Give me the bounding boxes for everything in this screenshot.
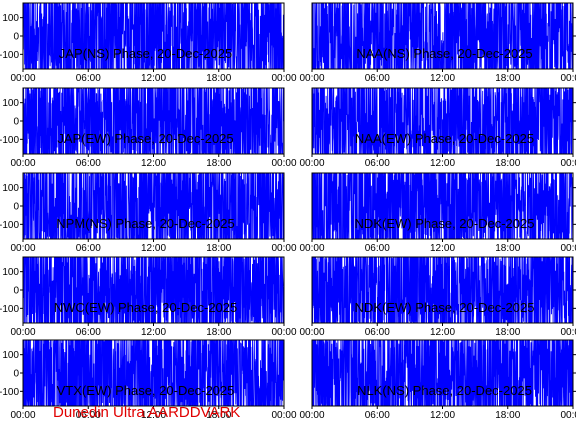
x-tick-label: 00:00 (271, 73, 296, 84)
x-tick-label: 12:00 (141, 73, 166, 84)
x-tick-label: 18:00 (206, 327, 231, 338)
x-tick-label: 00:00 (271, 158, 296, 169)
x-tick-label: 06:00 (76, 243, 101, 254)
x-tick-label: 00:00 (271, 410, 296, 421)
phase-series-line (312, 340, 573, 406)
x-tick-label: 06:00 (76, 327, 101, 338)
y-tick-label: 100 (2, 13, 19, 24)
x-tick-label: 12:00 (430, 243, 455, 254)
x-tick-label: 00:00 (271, 243, 296, 254)
x-tick-label: 06:00 (76, 410, 101, 421)
panel-title: NLK(NS) Phase, 20-Dec-2025 (357, 383, 532, 398)
x-tick-label: 00:00 (560, 158, 576, 169)
x-tick-label: 18:00 (495, 410, 520, 421)
x-tick-label: 00:00 (10, 158, 35, 169)
x-tick-label: 06:00 (365, 327, 390, 338)
x-tick-label: 12:00 (141, 410, 166, 421)
panel-title: NPM(NS) Phase, 20-Dec-2025 (56, 216, 234, 231)
x-tick-label: 00:00 (299, 73, 324, 84)
phase-series-line (312, 257, 573, 323)
phase-panel: 100 0 -100 00:00 06:00 12:00 18:00 00:00 JAP(NS)… (0, 2, 297, 84)
x-tick-label: 00:00 (10, 327, 35, 338)
y-tick-label: 0 (13, 32, 19, 43)
y-tick-label: 0 (13, 202, 19, 213)
y-tick-label: -100 (0, 304, 19, 315)
x-tick-label: 00:00 (299, 243, 324, 254)
x-tick-label: 18:00 (495, 73, 520, 84)
x-tick-label: 18:00 (206, 410, 231, 421)
y-tick-label: 0 (13, 117, 19, 128)
x-tick-label: 00:00 (271, 327, 296, 338)
x-tick-label: 18:00 (495, 158, 520, 169)
x-tick-label: 00:00 (299, 410, 324, 421)
y-tick-label: -100 (0, 387, 19, 398)
y-tick-label: 100 (2, 183, 19, 194)
x-tick-label: 06:00 (365, 410, 390, 421)
x-tick-label: 00:00 (10, 73, 35, 84)
x-tick-label: 12:00 (430, 410, 455, 421)
y-tick-label: 0 (13, 369, 19, 380)
x-tick-label: 18:00 (206, 243, 231, 254)
panel-title: JAP(EW) Phase, 20-Dec-2025 (57, 131, 233, 146)
phase-series-line (312, 173, 573, 239)
x-tick-label: 00:00 (560, 410, 576, 421)
x-tick-label: 18:00 (495, 243, 520, 254)
x-tick-label: 06:00 (365, 158, 390, 169)
x-tick-label: 00:00 (299, 327, 324, 338)
y-tick-label: -100 (0, 220, 19, 231)
x-tick-label: 00:00 (560, 73, 576, 84)
y-tick-label: 100 (2, 267, 19, 278)
phase-panel: 1000-10000:0006:0012:0018:0000:00NDK(EW)… (299, 256, 576, 338)
panel-title: JAP(NS) Phase, 20-Dec-2025 (59, 46, 232, 61)
x-tick-label: 18:00 (495, 327, 520, 338)
x-tick-label: 06:00 (76, 73, 101, 84)
panel-title: NDK(EW) Phase, 20-Dec-2025 (355, 216, 535, 231)
x-tick-label: 12:00 (430, 158, 455, 169)
panel-title: NDK(EW) Phase, 20-Dec-2025 (355, 300, 535, 315)
phase-panel: 1000-10000:0006:0012:0018:0000:00NDK(EW)… (299, 172, 576, 254)
x-tick-label: 00:00 (560, 327, 576, 338)
y-tick-label: 0 (13, 286, 19, 297)
x-tick-label: 12:00 (141, 158, 166, 169)
y-tick-label: 100 (2, 350, 19, 361)
y-tick-label: -100 (0, 135, 19, 146)
x-tick-label: 00:00 (10, 410, 35, 421)
phase-panel: 1000-10000:0006:0012:0018:0000:00NAA(NS)… (299, 2, 576, 84)
phase-series-line (23, 3, 284, 69)
phase-series-line (312, 88, 573, 154)
x-tick-label: 12:00 (430, 327, 455, 338)
x-tick-label: 06:00 (365, 73, 390, 84)
panel-title: NAA(NS) Phase, 20-Dec-2025 (356, 46, 532, 61)
footer-label: Dunedin Ultra AARDDVARK (53, 404, 241, 421)
phase-series-line (312, 3, 573, 69)
x-tick-label: 18:00 (206, 73, 231, 84)
phase-series-line (23, 257, 284, 323)
phase-series-line (23, 88, 284, 154)
x-tick-label: 18:00 (206, 158, 231, 169)
x-tick-label: 06:00 (365, 243, 390, 254)
phase-panel: 100 0 -100 00:00 06:00 12:00 18:00 00:00 NPM(NS)… (0, 172, 297, 254)
panel-title: VTX(EW) Phase, 20-Dec-2025 (57, 383, 235, 398)
phase-panel: 1000-10000:0006:0012:0018:0000:00NAA(EW)… (299, 87, 576, 169)
x-tick-label: 12:00 (141, 243, 166, 254)
phase-panel: 1000-10000:0006:0012:0018:0000:00NLK(NS)… (299, 339, 576, 421)
y-tick-label: -100 (0, 50, 19, 61)
x-tick-label: 00:00 (10, 243, 35, 254)
phase-series-line (23, 340, 284, 406)
panel-title: NWC(EW) Phase, 20-Dec-2025 (54, 300, 238, 315)
x-tick-label: 12:00 (141, 327, 166, 338)
phase-panel: 100 0 -100 00:00 06:00 12:00 18:00 00:00 JAP(EW)… (0, 87, 297, 169)
phase-panel: 100 0 -100 00:00 06:00 12:00 18:00 00:00 NWC(EW)… (0, 256, 297, 338)
x-tick-label: 06:00 (76, 158, 101, 169)
panel-title: NAA(EW) Phase, 20-Dec-2025 (355, 131, 534, 146)
x-tick-label: 00:00 (299, 158, 324, 169)
y-tick-label: 100 (2, 98, 19, 109)
x-tick-label: 12:00 (430, 73, 455, 84)
phase-panel: 100 0 -100 00:00 06:00 12:00 18:00 00:00 VTX(EW)… (0, 339, 297, 421)
x-tick-label: 00:00 (560, 243, 576, 254)
